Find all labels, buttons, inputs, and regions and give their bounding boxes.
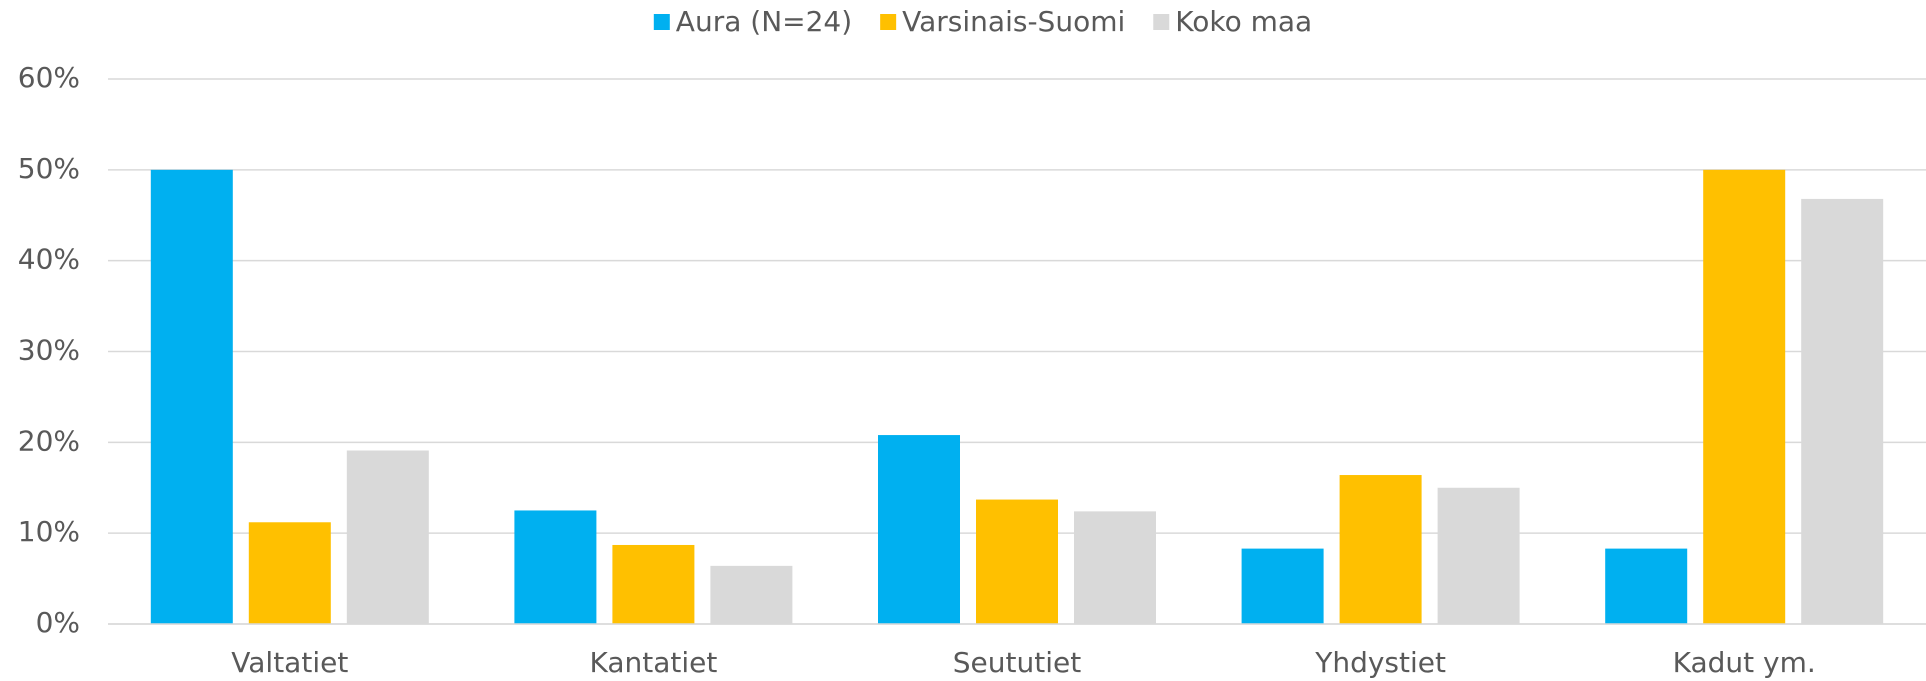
legend-swatch xyxy=(653,14,670,30)
bar xyxy=(878,435,960,624)
x-tick-label: Valtatiet xyxy=(231,646,348,679)
legend-swatch xyxy=(880,14,897,30)
bar xyxy=(612,544,695,624)
x-tick-label: Kadut ym. xyxy=(1673,646,1816,679)
y-tick-label: 40% xyxy=(18,243,80,276)
y-tick-label: 60% xyxy=(18,61,80,94)
y-tick-label: 30% xyxy=(18,334,80,367)
bar xyxy=(248,522,331,624)
x-tick-label: Seututiet xyxy=(953,646,1081,679)
legend-swatch xyxy=(1153,14,1170,30)
bar xyxy=(514,510,597,624)
y-tick-label: 0% xyxy=(36,606,80,639)
y-tick-label: 50% xyxy=(18,152,80,185)
bar xyxy=(150,169,233,625)
legend-label: Koko maa xyxy=(1175,5,1312,38)
y-tick-label: 20% xyxy=(18,424,80,457)
x-tick-label: Yhdystiet xyxy=(1314,646,1446,679)
bar xyxy=(1801,198,1884,624)
legend-label: Varsinais-Suomi xyxy=(902,5,1125,38)
bar xyxy=(1241,548,1324,624)
bar xyxy=(346,450,429,624)
bar xyxy=(1703,169,1786,625)
bar xyxy=(1605,548,1688,624)
x-tick-label: Kantatiet xyxy=(589,646,717,679)
bar xyxy=(976,499,1058,624)
legend-label: Aura (N=24) xyxy=(676,5,852,38)
bar xyxy=(710,565,793,624)
bar xyxy=(1437,487,1520,624)
bar xyxy=(1339,475,1422,624)
bar xyxy=(1074,511,1156,624)
y-tick-label: 10% xyxy=(18,515,80,548)
